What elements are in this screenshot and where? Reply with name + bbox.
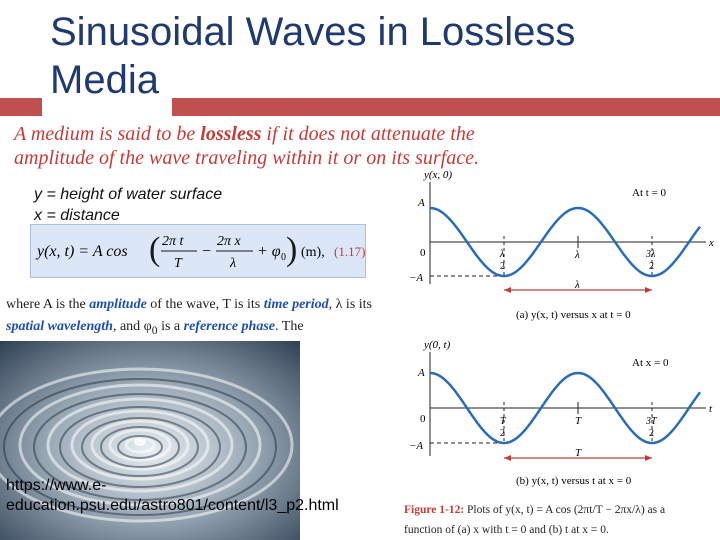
caption-line-1: Figure 1-12: Plots of y(x, t) = A cos (2…: [404, 504, 666, 516]
wave-equation: y(x, t) = A cos ( 2π t T − 2π x λ + φ 0 …: [35, 231, 365, 271]
bottom-tick-label-threehalf-num: 3T: [645, 416, 658, 427]
eq-phase: + φ: [257, 243, 281, 260]
slide-title: Sinusoidal Waves in Lossless Media: [50, 10, 576, 102]
bottom-tick-label-threehalf-den: 2: [649, 428, 654, 439]
bottom-plot-label: (b) y(x, t) versus t at x = 0: [516, 475, 632, 487]
bottom-xaxis-label: t: [709, 403, 713, 415]
top-wave-curve: [429, 206, 701, 278]
caption-line-2: function of (a) x with t = 0 and (b) t a…: [404, 524, 609, 536]
bottom-A: A: [417, 367, 425, 379]
eq-number: (1.17): [334, 244, 365, 259]
eq-unit: (m),: [301, 245, 325, 260]
bottom-zero: 0: [420, 413, 426, 425]
def-x: x = distance: [34, 207, 120, 224]
bottom-negA: −A: [409, 440, 423, 452]
top-tick-label-threehalf-den: 2: [649, 261, 654, 272]
bottom-tick-label-one: T: [575, 415, 582, 427]
eq-paren-open: (: [149, 231, 160, 268]
bottom-wave-curve: [429, 371, 702, 445]
variable-definitions: y = height of water surface x = distance: [34, 184, 222, 226]
eq-term1-num: 2π t: [162, 234, 185, 249]
eq-term2-den: λ: [229, 256, 236, 271]
water-ripple-photo: [0, 341, 300, 540]
bottom-tick-label-half-num: T: [500, 416, 507, 427]
top-plot-label: (a) y(x, t) versus x at t = 0: [516, 309, 631, 321]
figure-caption: Figure 1-12: Plots of y(x, t) = A cos (2…: [404, 500, 720, 540]
bottom-span-label: T: [575, 447, 582, 459]
lossless-definition: A medium is said to be lossless if it do…: [14, 123, 479, 169]
top-condition: At t = 0: [632, 187, 667, 199]
title-rule-left: [0, 98, 42, 116]
bottom-tick-label-half-den: 2: [500, 428, 505, 439]
eq-lhs: y(x, t) = A cos: [35, 243, 128, 260]
top-tick-label-one: λ: [574, 249, 580, 261]
wave-plots-figure: y(x, 0) x At t = 0 A 0 −A λ 2 λ 3λ 2 λ (…: [409, 169, 714, 487]
top-zero: 0: [420, 247, 426, 259]
top-yaxis-label: y(x, 0): [423, 169, 452, 181]
eq-term1-den: T: [174, 256, 183, 271]
top-negA: −A: [409, 272, 423, 284]
title-rule-right: [172, 98, 720, 116]
def-y: y = height of water surface: [34, 186, 223, 203]
top-A: A: [417, 197, 425, 209]
eq-paren-close: ): [286, 231, 297, 268]
top-xaxis-label: x: [708, 237, 714, 249]
eq-term2-num: 2π x: [217, 234, 242, 249]
top-tick-label-half-den: 2: [500, 261, 505, 272]
plot-bottom: y(0, t) t At x = 0 A 0 −A T 2 T 3T 2 T (…: [409, 339, 713, 487]
wave-equation-box: y(x, t) = A cos ( 2π t T − 2π x λ + φ 0 …: [30, 224, 366, 278]
top-tick-label-threehalf-num: 3λ: [645, 249, 656, 260]
top-span-label: λ: [574, 279, 580, 291]
eq-phase-sub: 0: [281, 252, 286, 263]
plot-top: y(x, 0) x At t = 0 A 0 −A λ 2 λ 3λ 2 λ (…: [409, 169, 714, 321]
bottom-yaxis-label: y(0, t): [423, 339, 451, 351]
top-tick-label-half-num: λ: [499, 249, 505, 260]
bottom-condition: At x = 0: [632, 357, 669, 369]
source-url[interactable]: https://www.e-education.psu.edu/astro801…: [6, 477, 339, 514]
ripple-image: [0, 341, 300, 540]
eq-minus: −: [202, 243, 211, 260]
equation-description: where A is the amplitude of the wave, T …: [6, 297, 372, 337]
